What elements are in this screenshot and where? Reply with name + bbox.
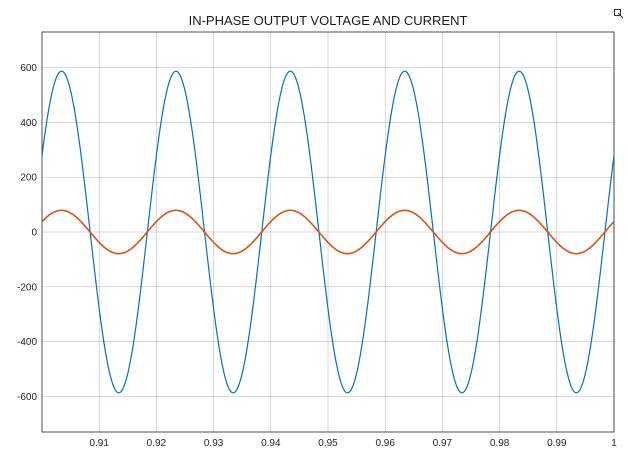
plot-area: [41, 31, 615, 433]
x-tick-label: 0.91: [89, 438, 109, 449]
x-tick-label: 0.94: [261, 438, 281, 449]
x-tick-label: 0.95: [318, 438, 338, 449]
x-tick-label: 0.92: [147, 438, 167, 449]
series-line-orange: [41, 209, 615, 255]
grid-lines: [42, 32, 615, 432]
tick-labels: 0.91 0.92 0.93 0.94 0.95 0.96 0.97 0.98 0.99 1 -60…: [17, 63, 617, 449]
y-tick-label: -600: [17, 392, 37, 403]
x-tick-label: 0.97: [433, 438, 453, 449]
x-tick-label: 0.99: [547, 438, 567, 449]
x-tick-label: 0.93: [204, 438, 224, 449]
y-tick-label: 0: [31, 228, 37, 239]
x-tick-label: 0.98: [490, 438, 510, 449]
chart-title: IN-PHASE OUTPUT VOLTAGE AND CURRENT: [189, 13, 468, 28]
y-tick-label: -400: [17, 337, 37, 348]
series-line-blue: [41, 70, 615, 394]
figure-menu-icon[interactable]: [614, 9, 624, 19]
x-tick-label: 0.96: [375, 438, 395, 449]
y-tick-label: 600: [20, 63, 37, 74]
y-tick-label: -200: [17, 282, 37, 293]
y-tick-label: 200: [20, 173, 37, 184]
x-tick-label: 1: [611, 438, 617, 449]
y-tick-label: 400: [20, 118, 37, 129]
series-layer: [41, 70, 615, 394]
